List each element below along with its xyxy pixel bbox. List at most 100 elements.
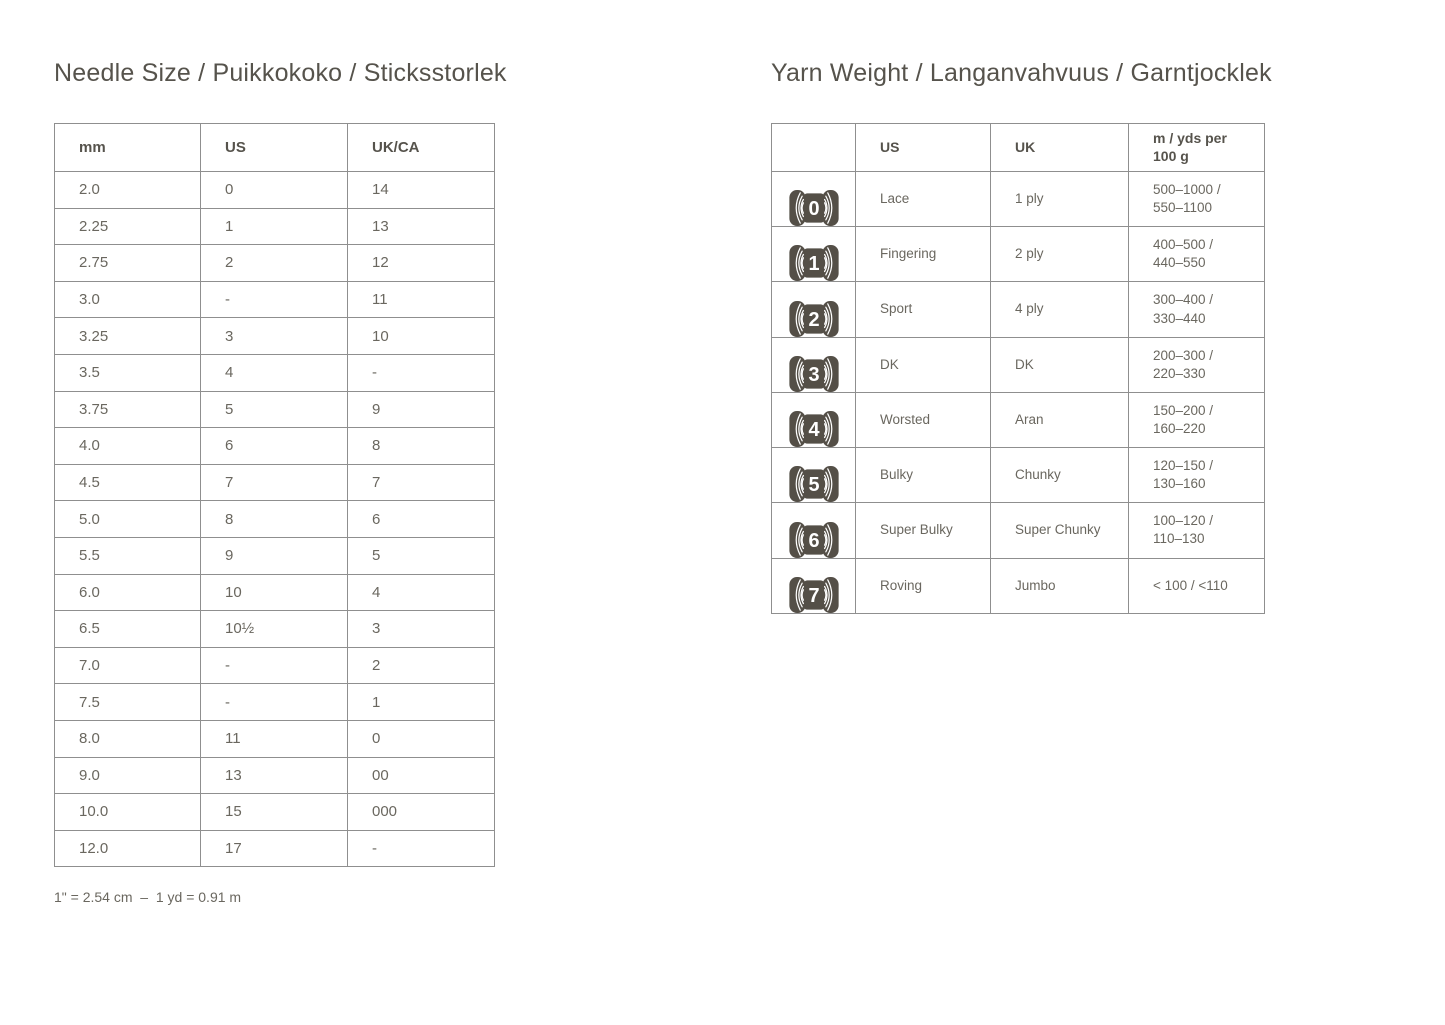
needle-us-cell: - bbox=[200, 280, 348, 319]
needle-us-cell: - bbox=[200, 683, 348, 721]
needle-mm-cell: 2.75 bbox=[54, 244, 201, 282]
needle-us-cell: 2 bbox=[200, 244, 348, 282]
needle-ukca-cell: 0 bbox=[347, 719, 495, 758]
needle-mm-cell: 3.75 bbox=[54, 390, 201, 429]
yarn-myds-cell: 120–150 / 130–160 bbox=[1128, 447, 1265, 504]
needle-mm-cell: 5.0 bbox=[54, 500, 201, 538]
yarn-table-row: 2 Sport 4 ply 300–400 / 330–440 bbox=[771, 281, 1265, 338]
yarn-symbol-cell: 4 bbox=[771, 391, 856, 449]
yarn-skein-icon: 0 bbox=[788, 190, 839, 227]
yarn-weight-number: 6 bbox=[808, 530, 819, 552]
needle-ukca-cell: 4 bbox=[347, 573, 495, 612]
needle-ukca-cell: 9 bbox=[347, 390, 495, 429]
needle-mm-cell: 4.5 bbox=[54, 463, 201, 502]
needle-table-row: 6.0 10 4 bbox=[54, 573, 495, 612]
needle-us-cell: 11 bbox=[200, 719, 348, 758]
needle-us-cell: 15 bbox=[200, 793, 348, 831]
yarn-myds-cell: 150–200 / 160–220 bbox=[1128, 391, 1265, 449]
needle-us-cell: 6 bbox=[200, 427, 348, 465]
needle-us-cell: 10 bbox=[200, 573, 348, 612]
yarn-uk-cell: Chunky bbox=[990, 447, 1129, 504]
column-header-m-yds: m / yds per 100 g bbox=[1128, 123, 1265, 172]
needle-table-row: 2.25 1 13 bbox=[54, 207, 495, 246]
needle-table-row: 6.5 10½ 3 bbox=[54, 610, 495, 648]
needle-ukca-cell: 00 bbox=[347, 756, 495, 795]
yarn-us-cell: Super Bulky bbox=[855, 502, 991, 559]
needle-mm-cell: 5.5 bbox=[54, 536, 201, 575]
yarn-skein-icon: 4 bbox=[788, 411, 839, 448]
column-header-mm: mm bbox=[54, 123, 201, 172]
needle-table-row: 3.0 - 11 bbox=[54, 280, 495, 319]
yarn-table-row: 5 Bulky Chunky 120–150 / 130–160 bbox=[771, 447, 1265, 504]
needle-ukca-cell: 6 bbox=[347, 500, 495, 538]
needle-size-title: Needle Size / Puikkokoko / Sticksstorlek bbox=[54, 59, 507, 87]
yarn-uk-cell: DK bbox=[990, 336, 1129, 393]
needle-mm-cell: 6.5 bbox=[54, 610, 201, 648]
needle-table-row: 5.0 8 6 bbox=[54, 500, 495, 538]
yarn-myds-cell: < 100 / <110 bbox=[1128, 557, 1265, 614]
yarn-us-cell: Worsted bbox=[855, 391, 991, 449]
needle-table-row: 8.0 11 0 bbox=[54, 719, 495, 758]
needle-us-cell: 10½ bbox=[200, 610, 348, 648]
yarn-us-cell: Roving bbox=[855, 557, 991, 614]
needle-ukca-cell: 000 bbox=[347, 793, 495, 831]
needle-us-cell: 9 bbox=[200, 536, 348, 575]
yarn-skein-icon: 1 bbox=[788, 245, 839, 282]
needle-table-row: 3.25 3 10 bbox=[54, 317, 495, 355]
needle-mm-cell: 2.25 bbox=[54, 207, 201, 246]
needle-us-cell: 7 bbox=[200, 463, 348, 502]
column-header-us: US bbox=[200, 123, 348, 172]
needle-ukca-cell: 8 bbox=[347, 427, 495, 465]
needle-table-row: 4.0 6 8 bbox=[54, 427, 495, 465]
yarn-header-row: US UK m / yds per 100 g bbox=[771, 123, 1265, 172]
yarn-us-cell: Sport bbox=[855, 281, 991, 338]
yarn-uk-cell: Super Chunky bbox=[990, 502, 1129, 559]
yarn-us-cell: Lace bbox=[855, 170, 991, 228]
needle-mm-cell: 3.5 bbox=[54, 353, 201, 392]
yarn-myds-cell: 300–400 / 330–440 bbox=[1128, 281, 1265, 338]
yarn-table-row: 4 Worsted Aran 150–200 / 160–220 bbox=[771, 391, 1265, 449]
needle-us-cell: 17 bbox=[200, 829, 348, 868]
needle-mm-cell: 7.0 bbox=[54, 646, 201, 685]
yarn-table-row: 1 Fingering 2 ply 400–500 / 440–550 bbox=[771, 226, 1265, 283]
needle-header-row: mm US UK/CA bbox=[54, 123, 495, 172]
needle-ukca-cell: 13 bbox=[347, 207, 495, 246]
yarn-uk-cell: 1 ply bbox=[990, 170, 1129, 228]
needle-ukca-cell: 7 bbox=[347, 463, 495, 502]
needle-table-row: 2.0 0 14 bbox=[54, 171, 495, 209]
needle-mm-cell: 9.0 bbox=[54, 756, 201, 795]
needle-mm-cell: 8.0 bbox=[54, 719, 201, 758]
yarn-table-row: 7 Roving Jumbo < 100 / <110 bbox=[771, 557, 1265, 614]
yarn-skein-icon: 3 bbox=[788, 355, 839, 392]
needle-ukca-cell: 5 bbox=[347, 536, 495, 575]
needle-mm-cell: 10.0 bbox=[54, 793, 201, 831]
yarn-symbol-cell: 3 bbox=[771, 336, 856, 393]
needle-ukca-cell: - bbox=[347, 353, 495, 392]
yarn-myds-cell: 400–500 / 440–550 bbox=[1128, 226, 1265, 283]
needle-ukca-cell: 14 bbox=[347, 171, 495, 209]
column-header-uk: UK bbox=[990, 123, 1129, 172]
needle-us-cell: 3 bbox=[200, 317, 348, 355]
needle-mm-cell: 12.0 bbox=[54, 829, 201, 868]
yarn-us-cell: DK bbox=[855, 336, 991, 393]
needle-table-row: 3.75 5 9 bbox=[54, 390, 495, 429]
needle-table-row: 10.0 15 000 bbox=[54, 793, 495, 831]
yarn-us-cell: Bulky bbox=[855, 447, 991, 504]
yarn-symbol-cell: 7 bbox=[771, 557, 856, 614]
needle-size-table: mm US UK/CA 2.0 0 14 2.25 1 13 2.75 2 12… bbox=[54, 123, 495, 868]
needle-ukca-cell: 1 bbox=[347, 683, 495, 721]
yarn-symbol-cell: 6 bbox=[771, 502, 856, 559]
conversion-footnote: 1" = 2.54 cm – 1 yd = 0.91 m bbox=[54, 889, 242, 905]
needle-table-row: 7.0 - 2 bbox=[54, 646, 495, 685]
column-header-symbol bbox=[771, 123, 856, 172]
yarn-uk-cell: 4 ply bbox=[990, 281, 1129, 338]
yarn-uk-cell: Aran bbox=[990, 391, 1129, 449]
needle-us-cell: 1 bbox=[200, 207, 348, 246]
yarn-table-row: 6 Super Bulky Super Chunky 100–120 / 110… bbox=[771, 502, 1265, 559]
yarn-weight-number: 1 bbox=[808, 254, 819, 276]
needle-ukca-cell: 12 bbox=[347, 244, 495, 282]
yarn-table-row: 0 Lace 1 ply 500–1000 / 550–1100 bbox=[771, 170, 1265, 228]
yarn-weight-number: 7 bbox=[808, 585, 819, 607]
yarn-myds-cell: 200–300 / 220–330 bbox=[1128, 336, 1265, 393]
